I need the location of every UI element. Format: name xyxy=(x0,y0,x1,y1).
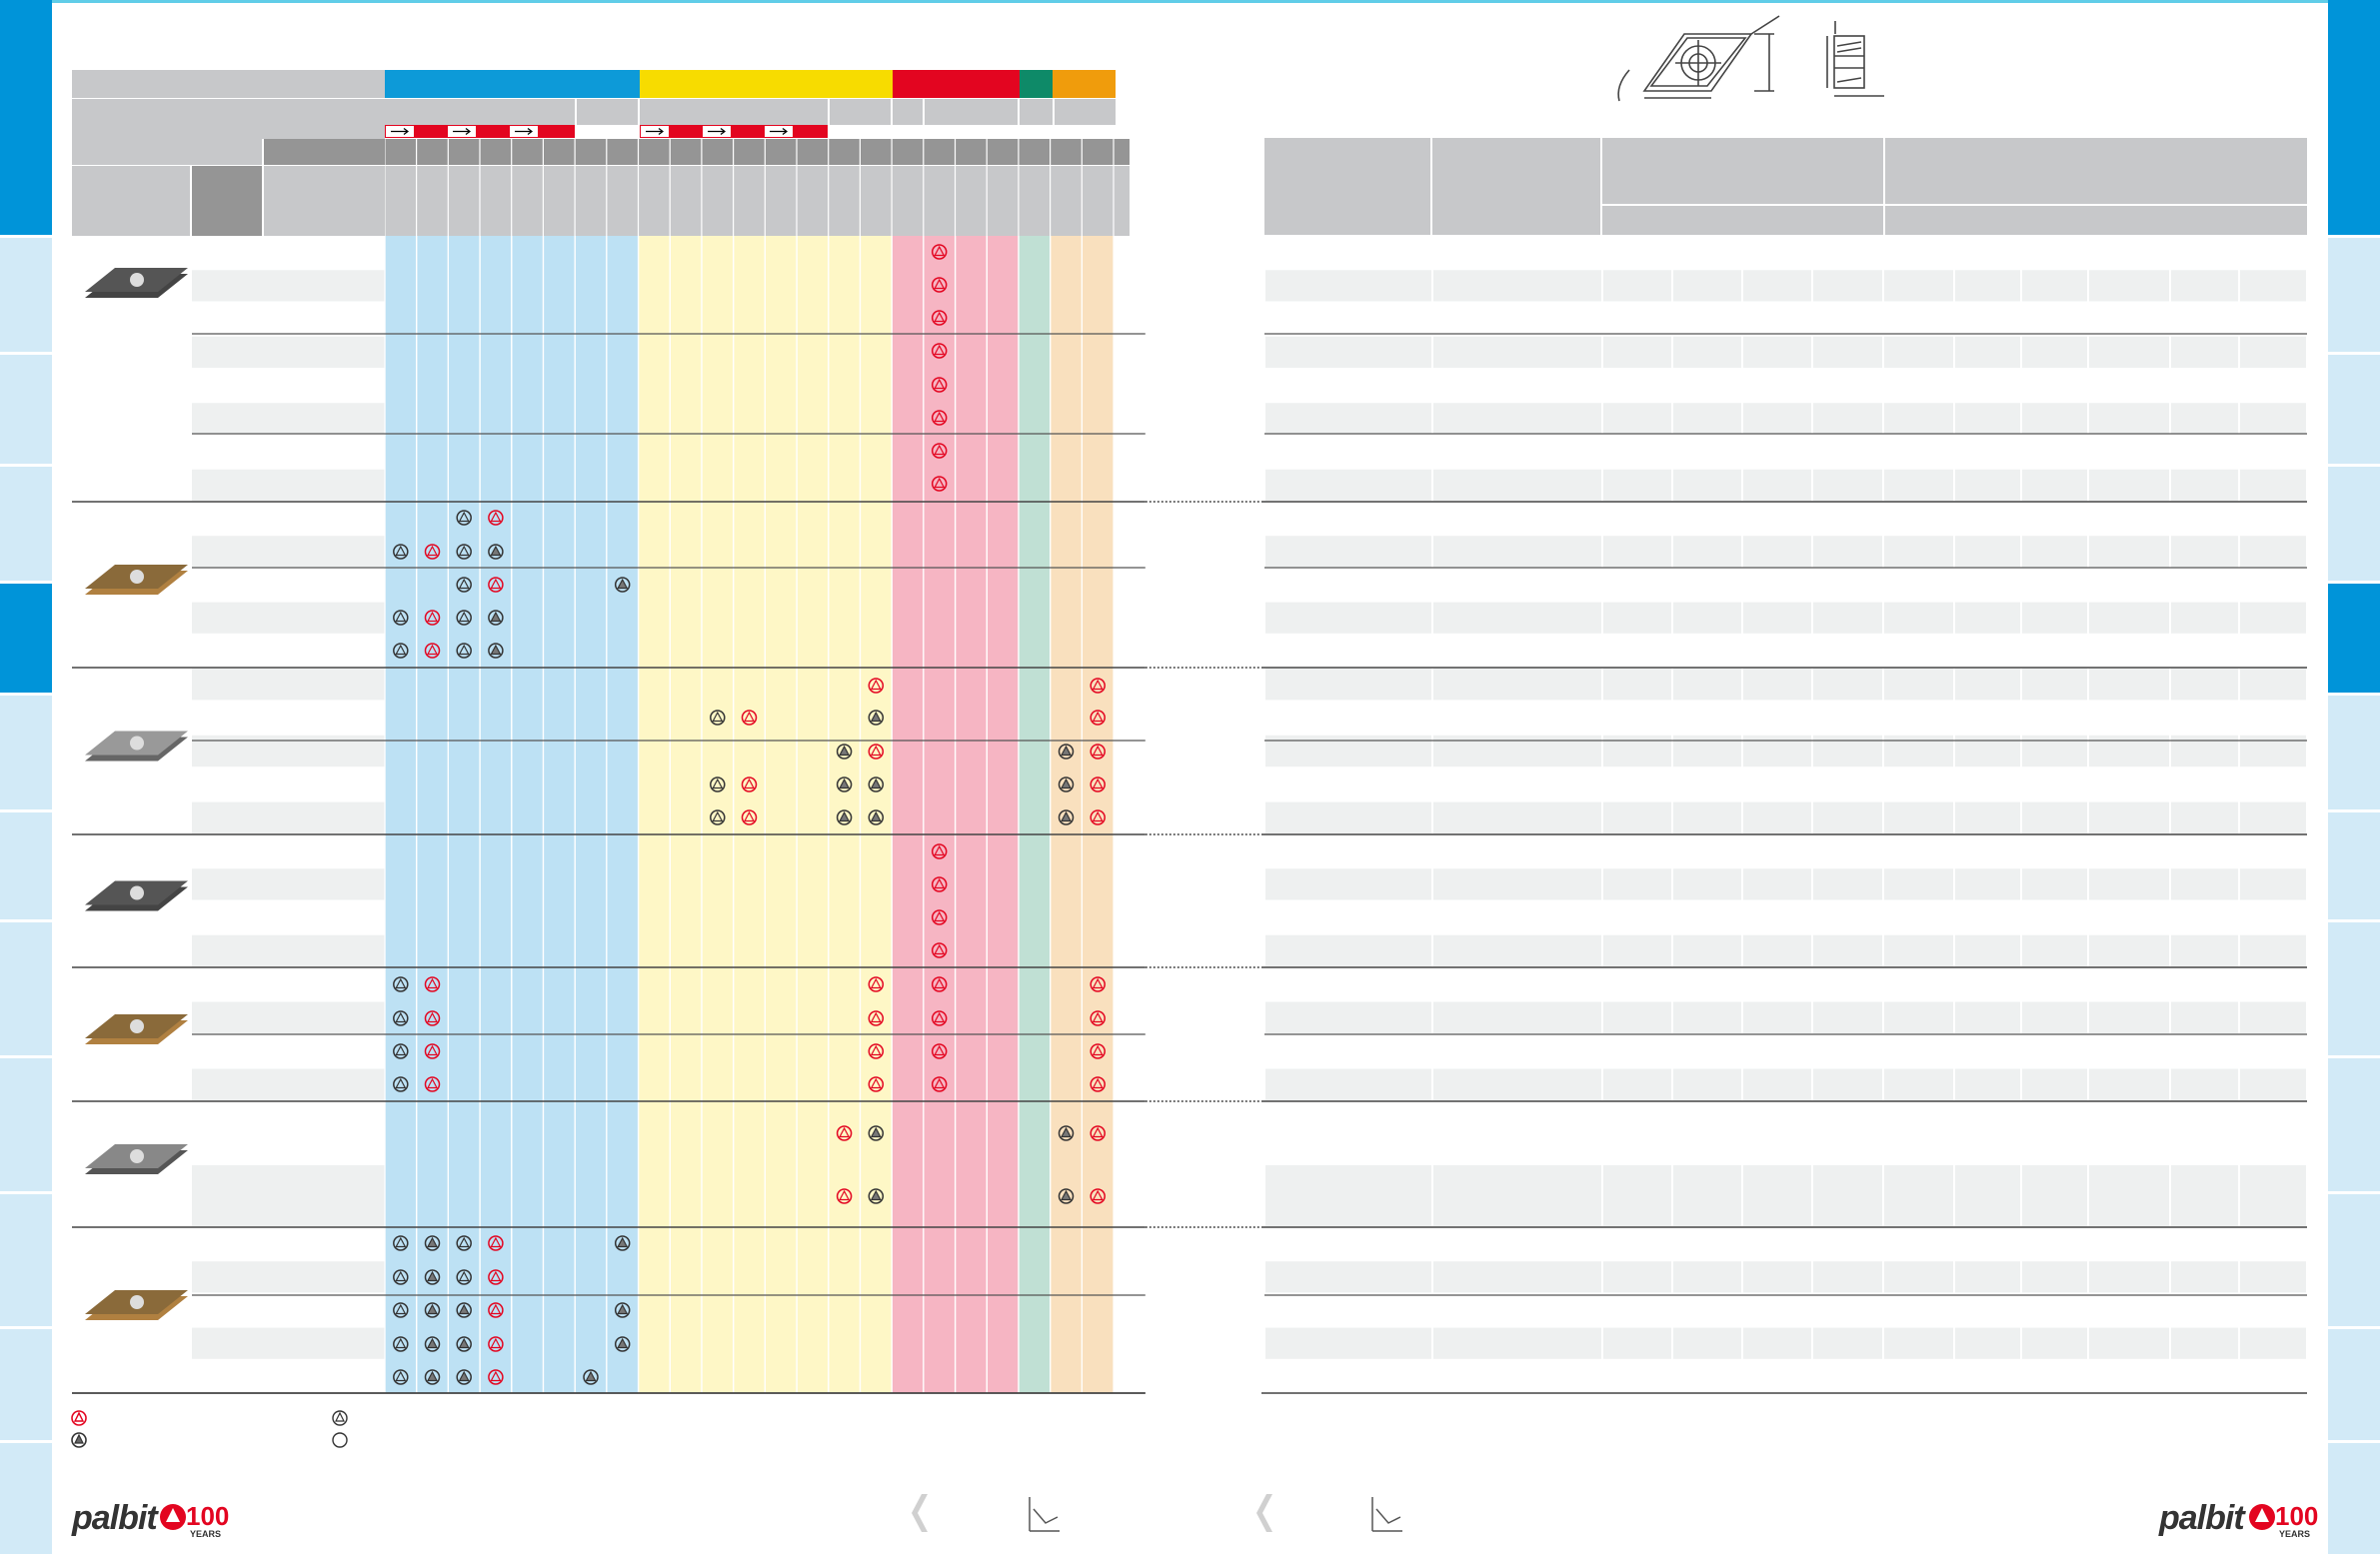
prev-page-icon-2 xyxy=(1256,1494,1272,1532)
wear-graph-icon-2 xyxy=(1372,1497,1402,1531)
limited-circle-icon xyxy=(333,1433,347,1447)
section-tab-12[interactable] xyxy=(2328,1443,2380,1557)
prev-page-icon xyxy=(912,1494,928,1532)
header-code xyxy=(1432,138,1600,235)
dimension-table xyxy=(0,0,2380,1419)
alternative-gray-icon xyxy=(333,1411,347,1425)
header-dimensions-1 xyxy=(1602,138,1883,204)
anniversary-number-left: 100 xyxy=(186,1501,229,1532)
header-designation xyxy=(1264,138,1430,235)
anniversary-number-right: 100 xyxy=(2275,1501,2318,1532)
wear-graph-icon xyxy=(1030,1497,1060,1531)
anniversary-word-right: YEARS xyxy=(2279,1529,2310,1539)
brand-logo-right: palbit xyxy=(2159,1499,2244,1538)
first-choice-gray-icon xyxy=(72,1433,86,1447)
section-tab-12[interactable] xyxy=(0,1443,52,1557)
anniversary-word-left: YEARS xyxy=(190,1529,221,1539)
page-nav xyxy=(900,1489,1419,1539)
insert-geometry-drawing xyxy=(1599,6,1899,126)
first-choice-red-icon xyxy=(72,1411,86,1425)
header-dimensions-2 xyxy=(1885,138,2307,204)
brand-logo-left: palbit xyxy=(72,1499,157,1538)
legend xyxy=(60,1399,380,1449)
